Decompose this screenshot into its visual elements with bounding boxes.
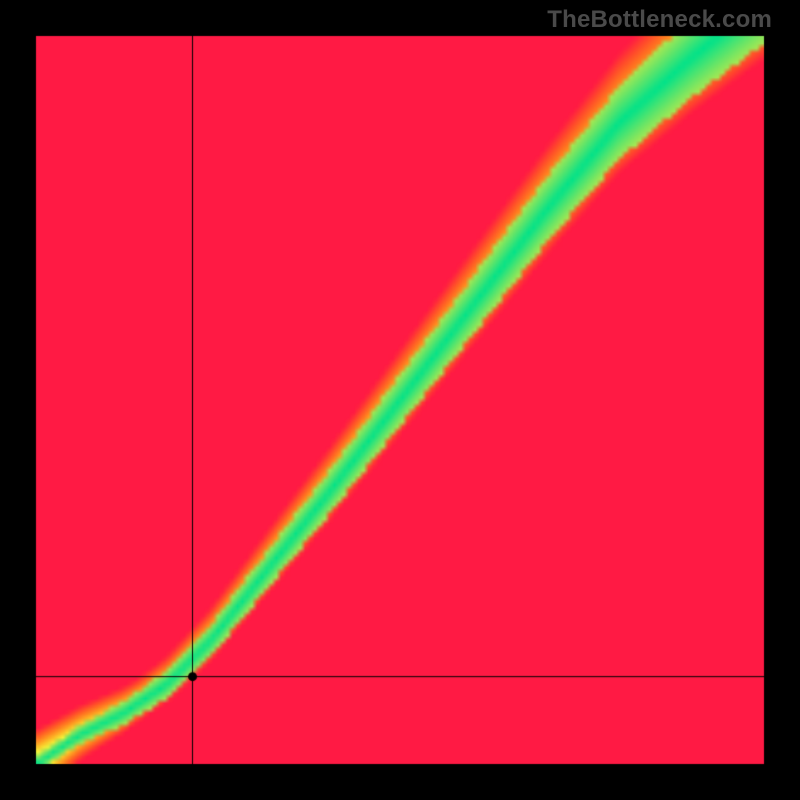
chart-container: TheBottleneck.com <box>0 0 800 800</box>
heatmap-canvas <box>0 0 800 800</box>
watermark-text: TheBottleneck.com <box>547 6 772 34</box>
